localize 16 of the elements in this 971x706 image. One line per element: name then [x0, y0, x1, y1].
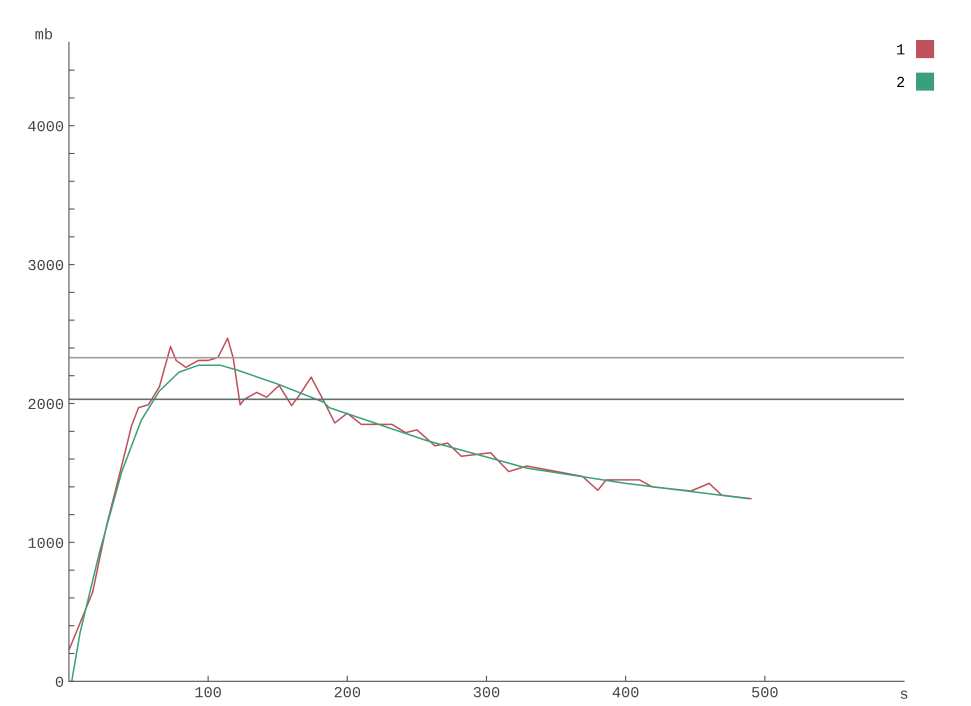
y-tick-label: 1000 [28, 538, 64, 548]
line-series [70, 364, 749, 682]
x-tick-label: 300 [474, 687, 500, 698]
x-tick-label: 100 [195, 687, 221, 698]
x-tick-label: 200 [334, 687, 360, 698]
y-tick-label: 2000 [28, 398, 64, 410]
y-axis-title: mb [35, 28, 52, 40]
x-axis-title: s [900, 690, 908, 699]
x-tick-label: 400 [612, 687, 638, 698]
x-tick-label: 500 [752, 687, 778, 698]
legend-label: 1 [897, 44, 904, 54]
legend-label: 2 [897, 76, 904, 87]
y-tick-label: 3000 [28, 260, 64, 270]
y-tick-label: 4000 [28, 121, 64, 132]
line-series [68, 337, 752, 651]
y-tick-label: 0 [56, 676, 64, 687]
